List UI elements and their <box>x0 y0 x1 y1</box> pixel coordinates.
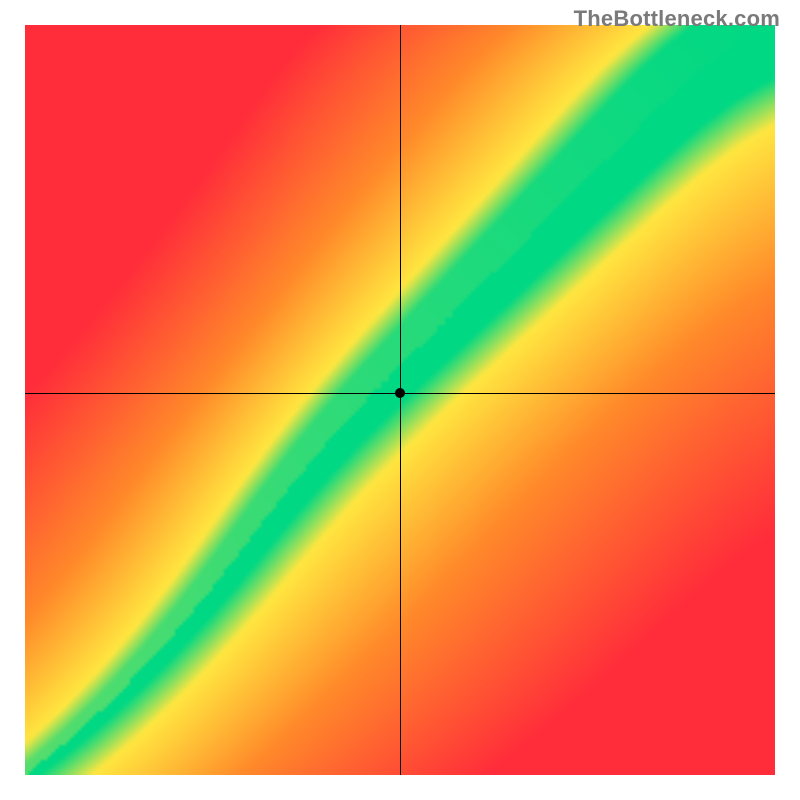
watermark-text: TheBottleneck.com <box>574 6 780 32</box>
chart-container: TheBottleneck.com <box>0 0 800 800</box>
crosshair-center-dot <box>395 388 405 398</box>
crosshair-vertical-line <box>400 25 401 775</box>
